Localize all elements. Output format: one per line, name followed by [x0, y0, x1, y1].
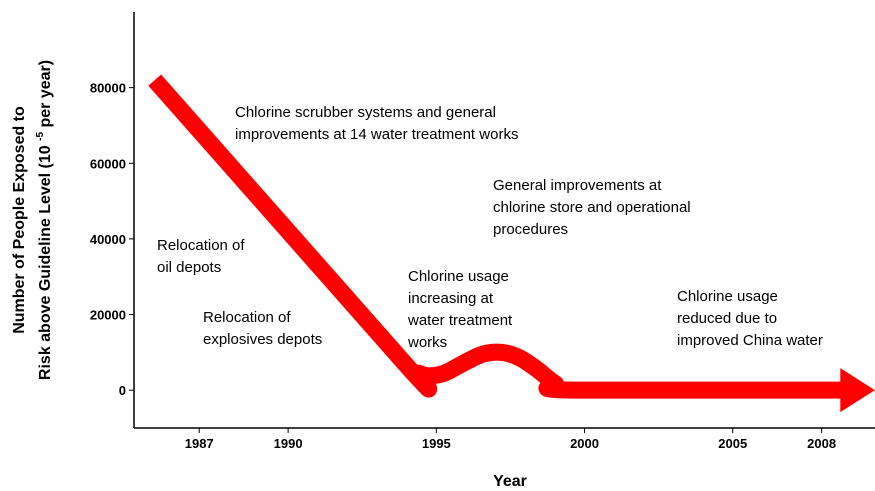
label-part: Risk above Guideline Level (10 [37, 141, 54, 380]
y-tick-label: 60000 [90, 156, 126, 171]
x-tick-label: 1990 [274, 436, 303, 451]
annotation: works [407, 334, 447, 351]
y-axis-label-line: Number of People Exposed to [11, 106, 28, 334]
annotation: improved China water [677, 332, 823, 349]
annotation: procedures [493, 221, 568, 238]
y-axis-label: Number of People Exposed to Risk above G… [11, 60, 54, 380]
annotation: Chlorine usage [408, 268, 509, 285]
x-axis-label: Year [493, 473, 527, 490]
x-tick-label: 2005 [718, 436, 747, 451]
x-tick-label: 1987 [185, 436, 214, 451]
annotation: water treatment [407, 312, 513, 329]
y-tick-label: 80000 [90, 81, 126, 96]
annotation: oil depots [157, 259, 221, 276]
annotation: Relocation of [157, 237, 245, 254]
label-part: per year) [37, 60, 54, 132]
annotation: Chlorine scrubber systems and general [235, 104, 496, 121]
x-tick-label: 2008 [807, 436, 836, 451]
annotation: General improvements at [493, 177, 662, 194]
annotation: Chlorine usage [677, 288, 778, 305]
x-tick-label: 1995 [422, 436, 451, 451]
y-tick-label: 0 [119, 383, 126, 398]
arrow-head [840, 368, 875, 413]
x-tick-label: 2000 [570, 436, 599, 451]
y-tick-label: 20000 [90, 308, 126, 323]
label-sup: -5 [35, 132, 46, 141]
annotation: Relocation of [203, 309, 291, 326]
annotation: explosives depots [203, 331, 322, 348]
annotation: chlorine store and operational [493, 199, 691, 216]
annotation: reduced due to [677, 310, 777, 327]
annotation: increasing at [408, 290, 494, 307]
annotation: improvements at 14 water treatment works [235, 126, 518, 143]
y-axis-label-line: Risk above Guideline Level (10 -5 per ye… [35, 60, 54, 380]
y-tick-label: 40000 [90, 232, 126, 247]
line [148, 74, 849, 399]
